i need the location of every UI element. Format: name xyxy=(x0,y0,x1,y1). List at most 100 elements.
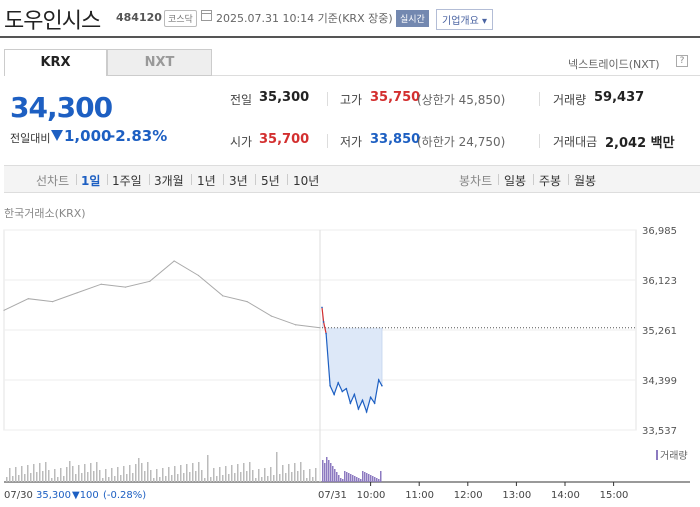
period-1w[interactable]: 1주일 xyxy=(112,174,142,188)
change-percent: -2.83% xyxy=(109,127,168,145)
data-point xyxy=(100,283,102,285)
volume-bar xyxy=(165,476,167,482)
volume-bar xyxy=(378,479,380,482)
volume-bar xyxy=(352,475,354,482)
volume-bar xyxy=(358,478,360,482)
company-overview-button[interactable]: 기업개요 ▾ xyxy=(436,9,493,30)
high-value: 35,750 xyxy=(370,90,421,105)
volume-bar xyxy=(309,469,311,482)
candle-daily[interactable]: 일봉 xyxy=(504,174,527,188)
volume-bar xyxy=(186,464,188,482)
period-divider xyxy=(498,174,499,185)
volume-bar xyxy=(237,464,239,482)
volume-bar xyxy=(207,455,209,482)
upper-limit: (상한가 45,850) xyxy=(417,93,506,107)
volume-bar xyxy=(141,463,143,482)
series-prev-day-line xyxy=(3,260,321,329)
data-point xyxy=(373,402,376,404)
volume-bar xyxy=(264,468,266,482)
volume-bar xyxy=(96,462,98,482)
volume-bar xyxy=(210,477,212,482)
volume-bar xyxy=(285,473,287,482)
data-point xyxy=(322,321,325,323)
candle-monthly[interactable]: 월봉 xyxy=(574,174,597,188)
volume-bar xyxy=(18,475,20,482)
volume-bar xyxy=(135,464,137,482)
data-point xyxy=(345,387,348,390)
x-tick-label: 11:00 xyxy=(405,490,434,501)
volume-bar xyxy=(129,465,131,482)
price-chart[interactable]: 36,985 36,123 35,261 34,399 33,537 10:00 11:00… xyxy=(0,220,700,507)
data-point xyxy=(222,295,224,297)
nextrade-link[interactable]: 넥스트레이드(NXT) xyxy=(568,58,660,71)
volume-bar xyxy=(198,462,200,482)
current-date-label: 07/31 xyxy=(318,490,347,501)
change-label: 전일대비 xyxy=(10,132,51,145)
realtime-badge: 실시간 xyxy=(396,10,429,27)
volume-bar xyxy=(45,462,47,482)
period-10y[interactable]: 10년 xyxy=(293,174,320,188)
volume-bar xyxy=(90,463,92,482)
data-point xyxy=(357,408,360,410)
data-point xyxy=(124,286,127,288)
tab-nxt[interactable]: NXT xyxy=(107,49,212,76)
period-divider xyxy=(223,174,224,185)
volume-bar xyxy=(54,469,56,482)
current-price: 34,300 xyxy=(10,91,113,124)
period-3y[interactable]: 3년 xyxy=(229,174,248,188)
period-1d[interactable]: 1일 xyxy=(81,174,101,188)
volume-bar xyxy=(261,477,263,482)
volume-bar xyxy=(60,468,62,482)
volume-bar xyxy=(24,474,26,482)
trading-amount-label: 거래대금 xyxy=(553,135,598,149)
volume-bar xyxy=(234,473,236,482)
volume-bar xyxy=(153,478,155,482)
down-arrow-icon xyxy=(51,130,63,141)
volume-bar xyxy=(168,467,170,482)
period-1y[interactable]: 1년 xyxy=(197,174,216,188)
volume-bar xyxy=(362,471,364,482)
volume-bar xyxy=(6,477,8,482)
volume-bar xyxy=(204,478,206,482)
period-3m[interactable]: 3개월 xyxy=(154,174,184,188)
volume-bar xyxy=(72,466,74,482)
volume-bar xyxy=(108,477,110,482)
volume-bar xyxy=(350,474,352,482)
period-divider xyxy=(191,174,192,185)
volume-bar xyxy=(246,471,248,482)
low-value: 33,850 xyxy=(370,132,421,147)
high-label: 고가 xyxy=(340,93,363,107)
calendar-icon xyxy=(201,10,212,21)
volume-bar xyxy=(366,473,368,482)
volume-bar xyxy=(195,471,197,482)
period-divider xyxy=(107,174,108,185)
volume-bar xyxy=(368,474,370,482)
volume-bar xyxy=(380,471,382,482)
period-divider xyxy=(76,174,77,185)
volume-bar xyxy=(216,476,218,482)
volume-bar xyxy=(87,472,89,482)
volume-bar xyxy=(255,478,257,482)
period-5y[interactable]: 5년 xyxy=(261,174,280,188)
volume-bar xyxy=(39,463,41,482)
volume-value: 59,437 xyxy=(594,90,645,105)
volume-legend: 거래량 xyxy=(656,447,688,462)
market-badge: 코스닥 xyxy=(164,10,197,27)
data-point xyxy=(173,260,175,262)
help-icon[interactable]: ? xyxy=(676,55,688,67)
volume-bar xyxy=(42,471,44,482)
tab-krx[interactable]: KRX xyxy=(4,49,107,76)
y-tick-label: 35,261 xyxy=(642,326,677,337)
candle-weekly[interactable]: 주봉 xyxy=(539,174,562,188)
volume-bar xyxy=(360,479,362,482)
prev-close-value: 35,300 xyxy=(259,90,310,105)
x-tick-label: 10:00 xyxy=(357,490,386,501)
volume-bar xyxy=(336,472,338,482)
volume-bar xyxy=(126,474,128,482)
volume-bar xyxy=(75,474,77,482)
data-point xyxy=(341,390,344,393)
volume-bar xyxy=(306,478,308,482)
volume-bar xyxy=(279,474,281,482)
open-label: 시가 xyxy=(230,135,253,149)
volume-bar xyxy=(162,468,164,482)
